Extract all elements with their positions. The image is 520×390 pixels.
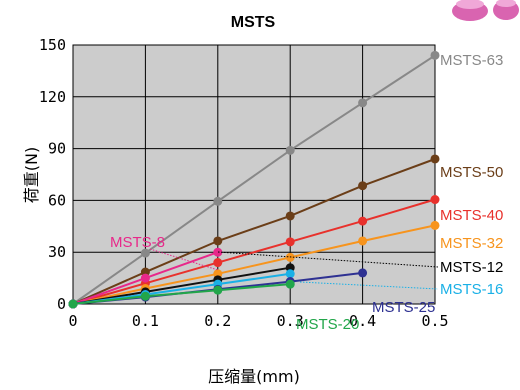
series-msts-20 xyxy=(68,279,295,309)
series-line xyxy=(72,54,436,305)
leader-lines xyxy=(149,248,439,290)
y-axis-title: 荷重(N) xyxy=(22,147,41,203)
series-line xyxy=(72,158,436,305)
corner-image xyxy=(452,0,519,21)
data-point xyxy=(140,248,150,258)
x-tick-label: 0.3 xyxy=(277,312,304,330)
data-point xyxy=(285,279,295,289)
x-tick-label: 0.2 xyxy=(204,312,231,330)
data-point xyxy=(285,211,295,221)
data-point xyxy=(285,145,295,155)
data-point xyxy=(213,236,223,246)
x-tick-labels: 0 0.1 0.2 0.3 0.4 0.5 xyxy=(68,312,448,330)
y-tick-label: 30 xyxy=(48,243,66,261)
data-point xyxy=(213,285,223,295)
chart-title: MSTS xyxy=(231,14,276,31)
data-point xyxy=(358,216,368,226)
series-label-msts-40: MSTS-40 xyxy=(440,207,503,224)
series-line xyxy=(72,224,436,305)
series-line xyxy=(72,198,436,305)
data-point xyxy=(430,195,440,205)
y-tick-label: 120 xyxy=(39,88,66,106)
data-point xyxy=(430,154,440,164)
data-point xyxy=(358,98,368,108)
series-label-msts-32: MSTS-32 xyxy=(440,235,503,252)
data-point xyxy=(430,50,440,60)
data-point xyxy=(140,291,150,301)
data-point xyxy=(140,273,150,283)
data-point xyxy=(285,269,295,279)
y-tick-label: 60 xyxy=(48,191,66,209)
series-lines xyxy=(68,50,440,309)
series-line xyxy=(72,283,291,305)
series-labels: MSTS-63 MSTS-50 MSTS-40 MSTS-32 MSTS-8 MSTS-1… xyxy=(110,52,503,333)
x-tick-label: 0.5 xyxy=(421,312,448,330)
leader-line xyxy=(217,251,439,268)
y-tick-label: 90 xyxy=(48,140,66,158)
y-tick-label: 150 xyxy=(39,36,66,54)
data-point xyxy=(68,299,78,309)
series-label-msts-25: MSTS-25 xyxy=(372,299,435,316)
data-point xyxy=(430,220,440,230)
series-label-msts-20: MSTS-20 xyxy=(296,316,359,333)
series-label-msts-16: MSTS-16 xyxy=(440,281,503,298)
y-tick-labels: 0 30 60 90 120 150 xyxy=(39,36,66,313)
series-label-msts-12: MSTS-12 xyxy=(440,259,503,276)
y-tick-label: 0 xyxy=(57,295,66,313)
data-point xyxy=(213,247,223,257)
series-label-msts-8: MSTS-8 xyxy=(110,234,165,251)
data-point xyxy=(285,237,295,247)
data-point xyxy=(358,236,368,246)
data-point xyxy=(213,196,223,206)
series-label-msts-63: MSTS-63 xyxy=(440,52,503,69)
x-tick-label: 0.4 xyxy=(349,312,376,330)
x-tick-label: 0.1 xyxy=(132,312,159,330)
x-axis-title: 压缩量(mm) xyxy=(208,367,300,386)
series-line xyxy=(72,266,291,305)
data-point xyxy=(358,181,368,191)
data-point xyxy=(358,268,368,278)
leader-line xyxy=(299,281,439,290)
data-point xyxy=(213,258,223,268)
x-tick-label: 0 xyxy=(68,312,77,330)
series-label-msts-50: MSTS-50 xyxy=(440,164,503,181)
